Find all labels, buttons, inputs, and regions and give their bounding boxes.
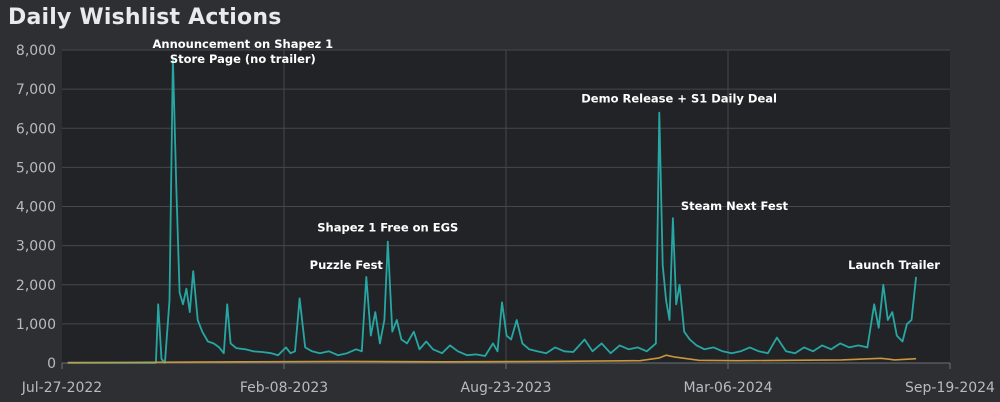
x-tick-label: Aug-23-2023	[461, 380, 552, 396]
x-tick-label: Sep-19-2024	[905, 380, 995, 396]
series-line-1	[67, 56, 917, 364]
annotation-label: Store Page (no trailer)	[170, 52, 316, 66]
x-tick-label: Mar-06-2024	[683, 380, 772, 396]
annotation-label: Demo Release + S1 Daily Deal	[581, 92, 777, 106]
annotation-label: Announcement on Shapez 1	[153, 37, 334, 51]
y-tick-label: 7,000	[16, 82, 56, 98]
y-tick-label: 2,000	[16, 278, 56, 294]
y-tick-label: 8,000	[16, 43, 56, 59]
x-tick-label: Feb-08-2023	[240, 380, 328, 396]
y-tick-label: 6,000	[16, 121, 56, 137]
series-line-2	[67, 354, 917, 364]
y-tick-label: 1,000	[16, 317, 56, 333]
annotation-label: Steam Next Fest	[681, 199, 789, 213]
y-tick-label: 0	[47, 356, 56, 372]
chart-title: Daily Wishlist Actions	[8, 5, 282, 30]
x-tick-label: Jul-27-2022	[21, 380, 102, 396]
annotation-label: Puzzle Fest	[310, 258, 384, 272]
y-tick-label: 4,000	[16, 200, 56, 216]
annotation-label: Launch Trailer	[848, 258, 940, 272]
y-tick-label: 3,000	[16, 239, 56, 255]
y-tick-label: 5,000	[16, 160, 56, 176]
annotation-label: Shapez 1 Free on EGS	[317, 221, 458, 235]
